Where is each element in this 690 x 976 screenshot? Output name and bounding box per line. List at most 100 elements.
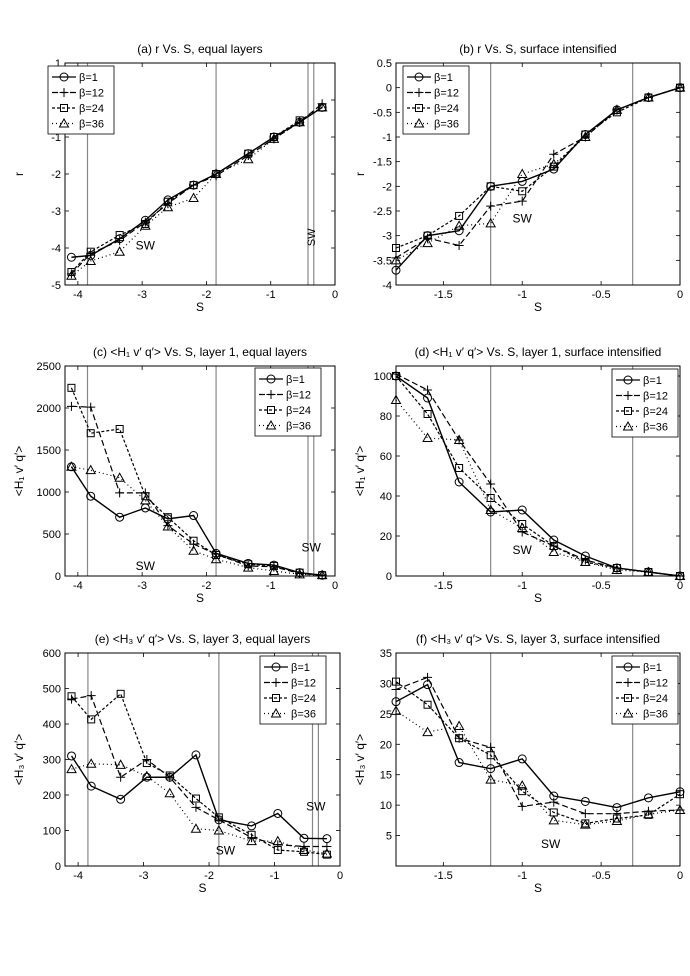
data-point: [67, 751, 77, 761]
sw-annotation: SW: [541, 837, 561, 851]
data-point: [85, 464, 97, 475]
legend-label: β=36: [643, 709, 668, 721]
data-point: [244, 149, 253, 158]
data-point: [453, 720, 465, 731]
data-point: [273, 808, 283, 818]
legend-label: β=1: [643, 375, 662, 387]
data-point: [486, 742, 496, 752]
legend-marker: [624, 407, 632, 415]
x-axis-label: S: [534, 881, 542, 895]
data-point: [517, 196, 527, 206]
y-tick-label: -3: [51, 206, 61, 218]
x-tick-label: -1.5: [434, 580, 453, 592]
x-tick-label: -1: [517, 870, 527, 882]
y-tick-label: 10: [380, 800, 392, 812]
x-tick-label: -1: [266, 580, 276, 592]
series-line: [395, 87, 681, 249]
series--24: [67, 689, 331, 859]
data-point: [189, 511, 199, 521]
y-tick-label: 500: [43, 684, 61, 696]
data-point: [316, 101, 328, 112]
y-tick-label: 400: [43, 719, 61, 731]
chart-title: (f) <H₃ v′ q′> Vs. S, layer 3, surface i…: [416, 632, 660, 646]
data-point: [269, 561, 278, 570]
data-point: [549, 149, 559, 159]
series-line: [71, 763, 327, 855]
series-line: [71, 106, 323, 277]
y-tick-label: 0.5: [377, 58, 392, 70]
legend-marker: [623, 391, 633, 400]
y-tick-label: -4: [382, 280, 392, 292]
series--24: [67, 383, 327, 580]
x-tick-label: -1.5: [434, 870, 453, 882]
data-point: [579, 819, 591, 829]
legend-marker: [267, 406, 275, 414]
series-line: [395, 683, 681, 809]
data-point: [191, 794, 200, 803]
chart-panel-3: (c) <H₁ v′ q′> Vs. S, layer 1, equal lay…: [12, 345, 338, 605]
data-point: [189, 181, 198, 190]
data-point: [579, 131, 591, 141]
legend-marker: [266, 390, 276, 399]
data-point: [516, 522, 528, 532]
legend-label: β=24: [79, 103, 104, 115]
data-point: [455, 464, 464, 472]
data-point: [612, 814, 621, 823]
data-point: [423, 672, 433, 682]
data-point: [454, 758, 464, 768]
legend-marker: [60, 104, 68, 112]
data-point: [165, 771, 174, 780]
legend-label: β=24: [286, 405, 311, 417]
legend-marker: [622, 420, 634, 431]
series-line: [395, 373, 681, 577]
legend-marker: [271, 678, 281, 687]
data-point: [580, 796, 590, 806]
y-tick-label: -1: [51, 132, 61, 144]
data-point: [643, 808, 654, 819]
data-point: [272, 835, 284, 846]
x-tick-label: -0.5: [592, 289, 611, 301]
data-point: [66, 270, 77, 280]
series-line: [70, 387, 323, 576]
data-point: [454, 477, 464, 487]
legend-marker: [272, 694, 280, 702]
x-tick-label: -1: [517, 289, 527, 301]
data-point: [67, 692, 76, 701]
legend: β=1 β=12 β=24 β=36: [254, 367, 322, 437]
y-tick-label: 20: [380, 739, 392, 751]
y-tick-label: 25: [380, 709, 392, 721]
data-point: [115, 231, 124, 240]
data-point: [580, 809, 590, 819]
x-tick-label: -0.5: [592, 870, 611, 882]
legend-label: β=12: [286, 390, 311, 402]
x-axis-label: S: [196, 300, 204, 314]
data-point: [485, 774, 497, 784]
data-point: [242, 562, 254, 572]
data-point: [86, 491, 96, 501]
data-point: [188, 192, 199, 203]
y-tick-label: 1: [55, 58, 61, 70]
y-tick-label: -2: [51, 169, 61, 181]
y-tick-label: -2: [382, 181, 392, 193]
x-tick-label: -1: [517, 580, 527, 592]
series-line: [71, 405, 323, 576]
x-tick-label: -4: [73, 870, 83, 882]
legend-marker: [624, 694, 632, 702]
series--24: [67, 103, 327, 277]
sw-annotation: SW: [513, 543, 533, 557]
legend-label: β=36: [643, 422, 668, 434]
x-tick-label: -4: [73, 289, 83, 301]
y-tick-label: -1: [382, 132, 392, 144]
data-point: [66, 461, 77, 471]
plot-frame: [64, 365, 336, 577]
data-point: [66, 401, 76, 411]
data-point: [268, 133, 280, 143]
data-point: [214, 813, 223, 822]
x-tick-label: -4: [73, 580, 83, 592]
data-point: [422, 237, 433, 248]
y-tick-label: -3: [382, 231, 392, 243]
series-line: [395, 375, 681, 577]
legend: β=1 β=12 β=24 β=36: [402, 65, 470, 135]
data-point: [422, 432, 433, 442]
data-point: [210, 168, 222, 178]
